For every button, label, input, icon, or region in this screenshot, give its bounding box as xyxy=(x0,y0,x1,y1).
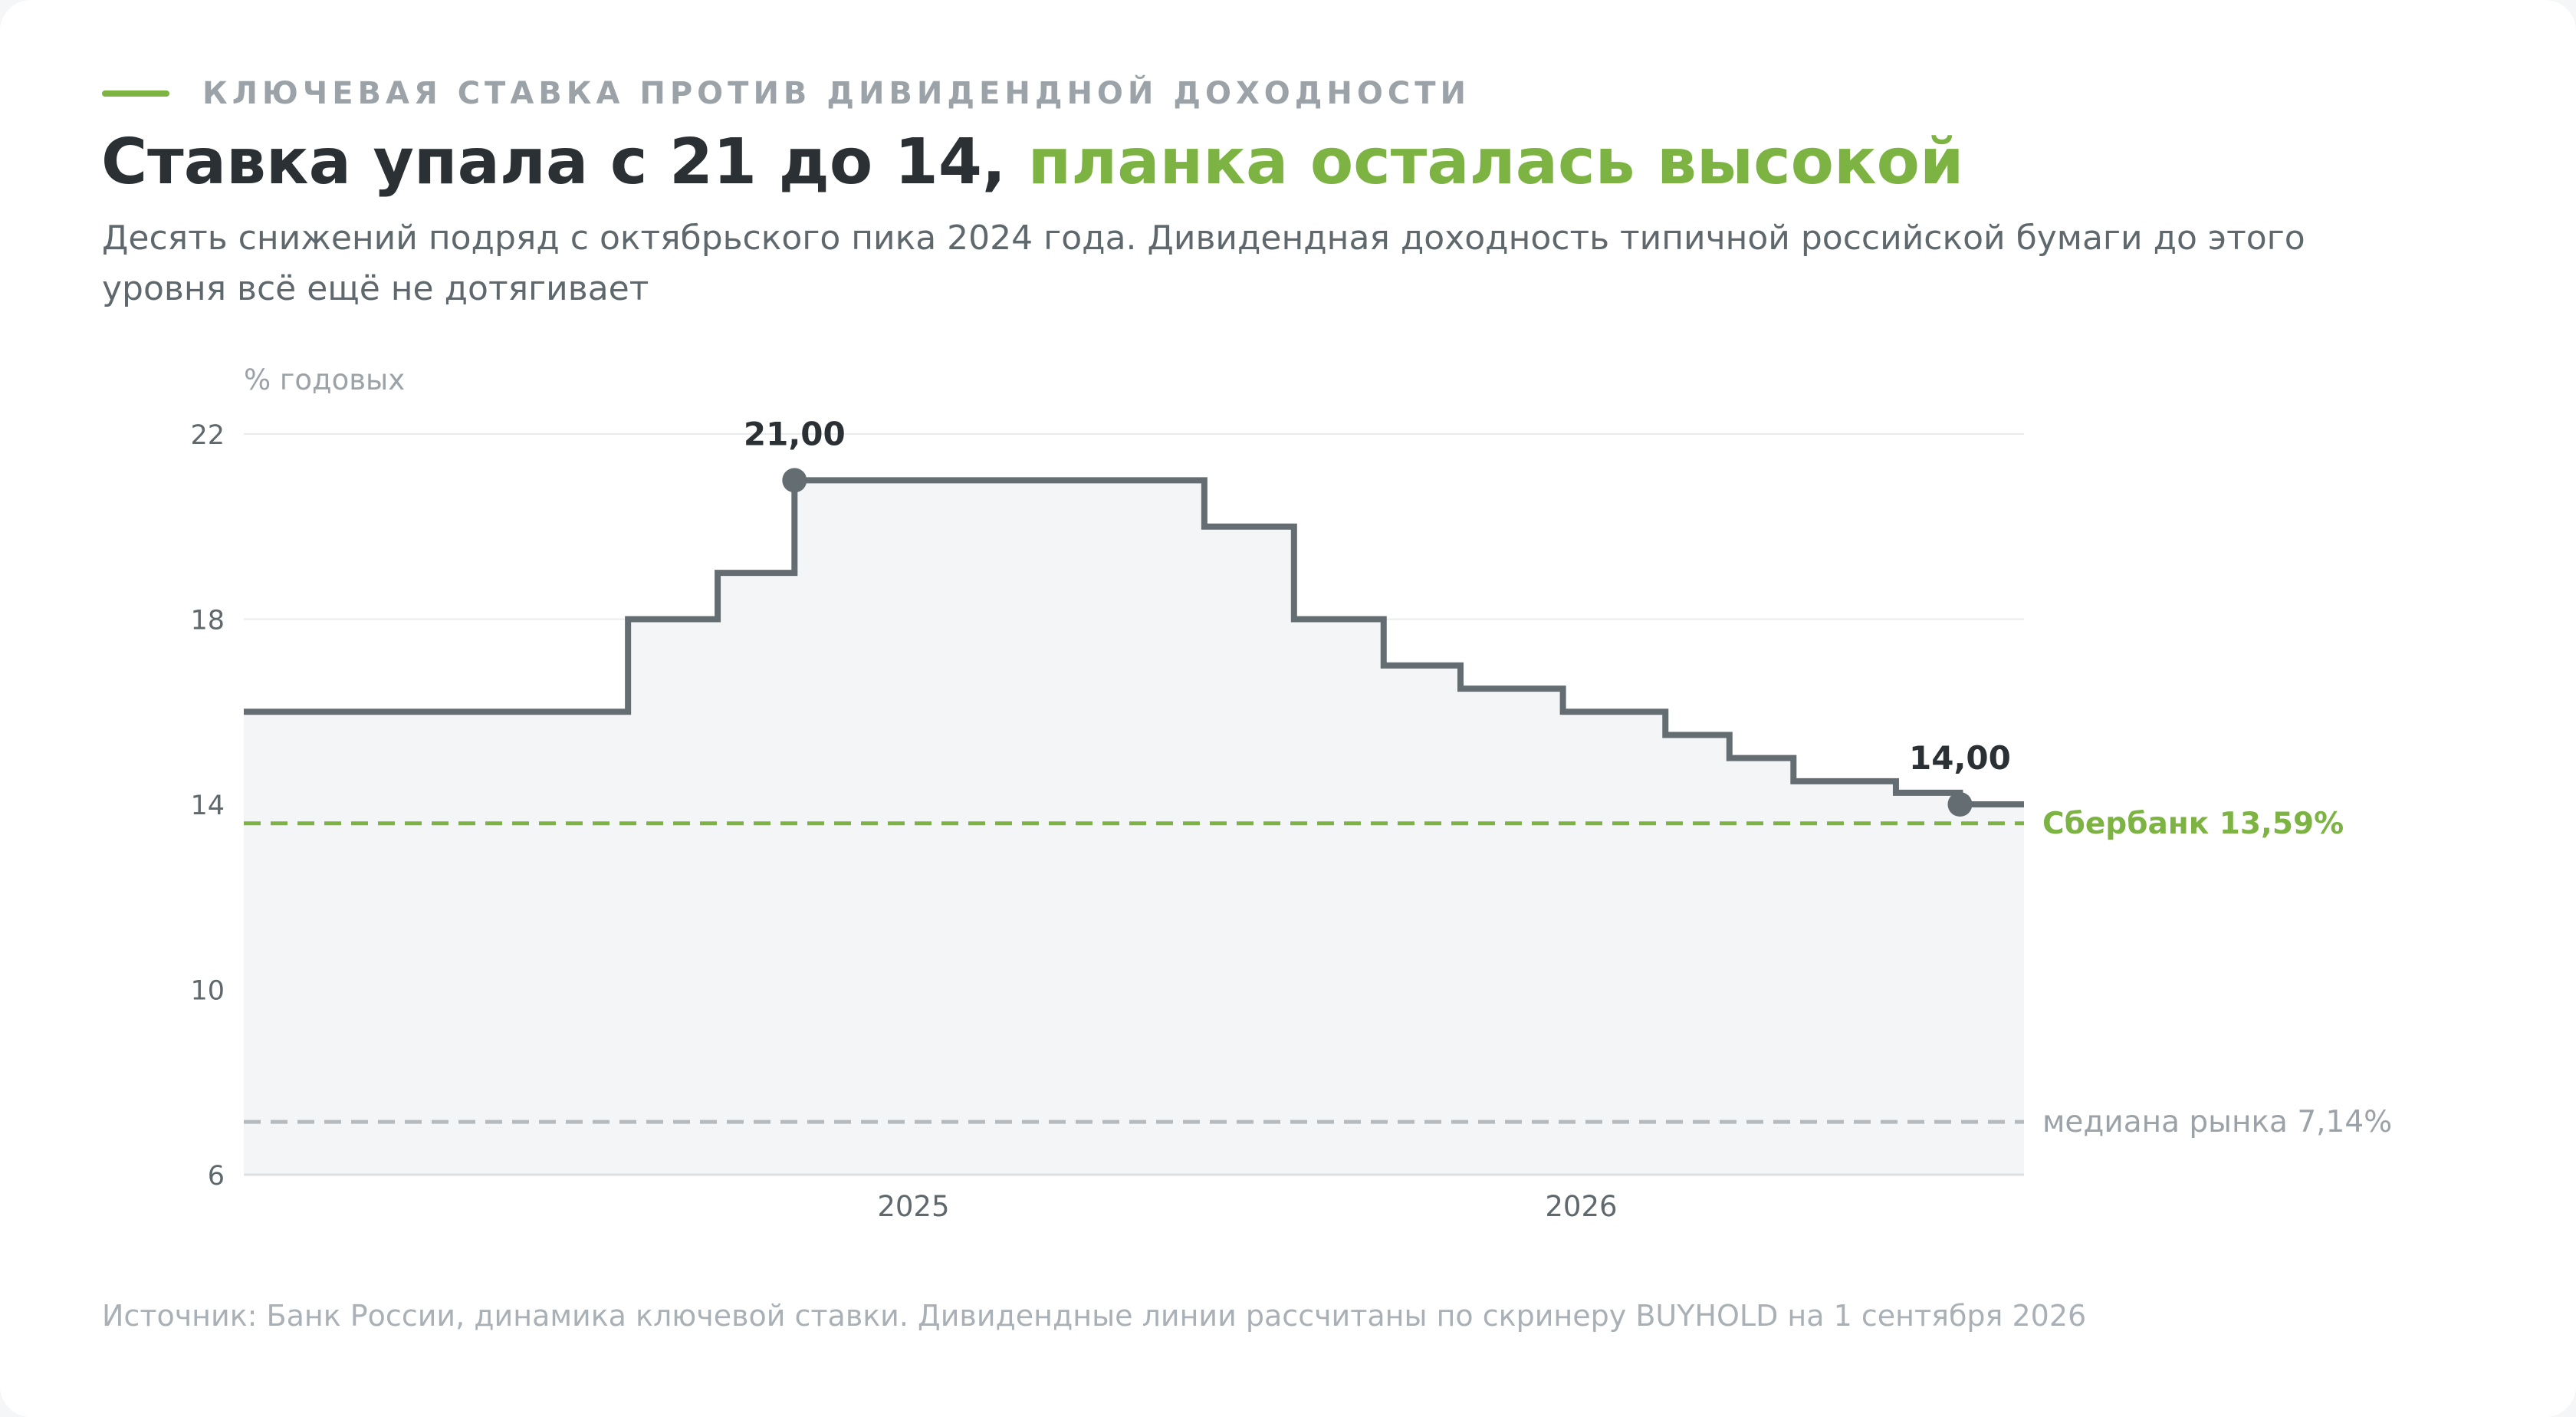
y-tick-label: 22 xyxy=(190,420,225,451)
x-tick-label: 2026 xyxy=(1545,1190,1617,1223)
rate-data-label: 14,00 xyxy=(1909,739,2011,777)
y-tick-label: 14 xyxy=(190,791,225,821)
key-rate-line xyxy=(244,477,2024,807)
y-tick-label: 10 xyxy=(190,976,225,1007)
median-reference-label: медиана рынка 7,14% xyxy=(2042,1105,2392,1139)
y-tick-label: 18 xyxy=(190,606,225,636)
rate-marker-point xyxy=(782,468,807,493)
x-tick-label: 2025 xyxy=(877,1190,949,1223)
title-highlight: планка осталась высокой xyxy=(1027,126,1964,199)
title-main: Ставка упала с 21 до 14, xyxy=(101,126,1028,199)
sberbank-reference-label: Сбербанк 13,59% xyxy=(2042,807,2344,841)
rate-marker-point xyxy=(1947,792,1973,817)
source-note: Источник: Банк России, динамика ключевой… xyxy=(102,1299,2087,1333)
kicker-accent-bar xyxy=(102,90,169,97)
kicker-text: КЛЮЧЕВАЯ СТАВКА ПРОТИВ ДИВИДЕНДНОЙ ДОХОД… xyxy=(202,76,1471,111)
chart-subtitle: Десять снижений подряд с октябрьского пи… xyxy=(102,219,2305,308)
rate-data-label: 21,00 xyxy=(744,415,846,452)
kicker: КЛЮЧЕВАЯ СТАВКА ПРОТИВ ДИВИДЕНДНОЙ ДОХОД… xyxy=(102,74,1470,113)
chart-title: Ставка упала с 21 до 14, планка осталась… xyxy=(101,123,1963,202)
y-tick-label: 6 xyxy=(208,1161,225,1192)
series-area xyxy=(244,480,2024,1175)
y-axis-title: % годовых xyxy=(244,363,405,396)
